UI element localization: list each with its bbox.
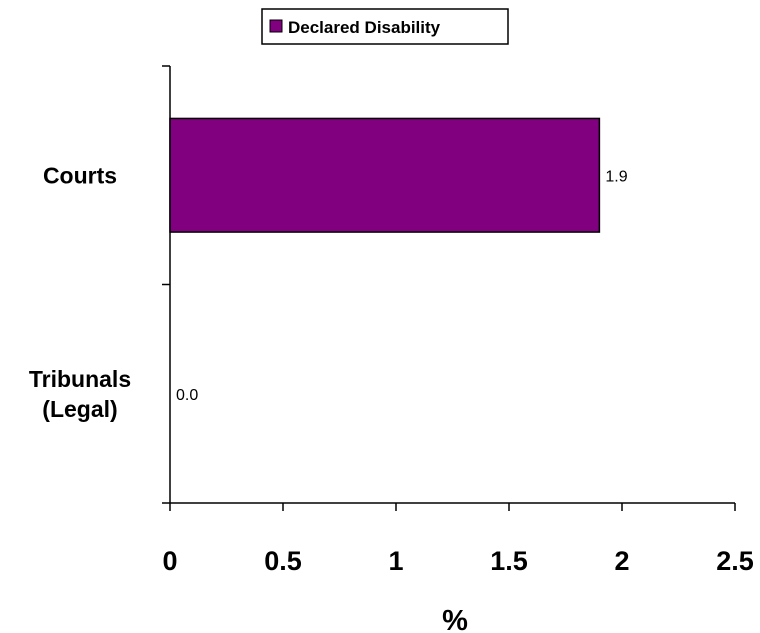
bar (169, 117, 601, 233)
x-axis-title: % (442, 605, 468, 633)
data-label: 1.9 (605, 168, 627, 185)
x-tick-label: 0 (162, 546, 177, 576)
x-tick-label: 1 (388, 546, 403, 576)
bars (169, 117, 601, 233)
legend-box (261, 8, 509, 45)
x-tick-label: 2 (614, 546, 629, 576)
category-label: (Legal) (42, 396, 117, 422)
x-tick-label: 2.5 (716, 546, 754, 576)
x-tick-label: 0.5 (264, 546, 302, 576)
labels: 0 0.5 1 1.5 2 2.5 1.9 Courts 0.0 Tribunals (Legal) (29, 162, 754, 576)
data-label: 0.0 (176, 387, 198, 404)
legend-label: Declared Disability (288, 18, 441, 37)
category-label: Courts (43, 162, 117, 188)
legend-swatch (269, 19, 283, 33)
x-tick-label: 1.5 (490, 546, 528, 576)
legend: Declared Disability (261, 8, 509, 45)
category-label: Tribunals (29, 366, 131, 392)
